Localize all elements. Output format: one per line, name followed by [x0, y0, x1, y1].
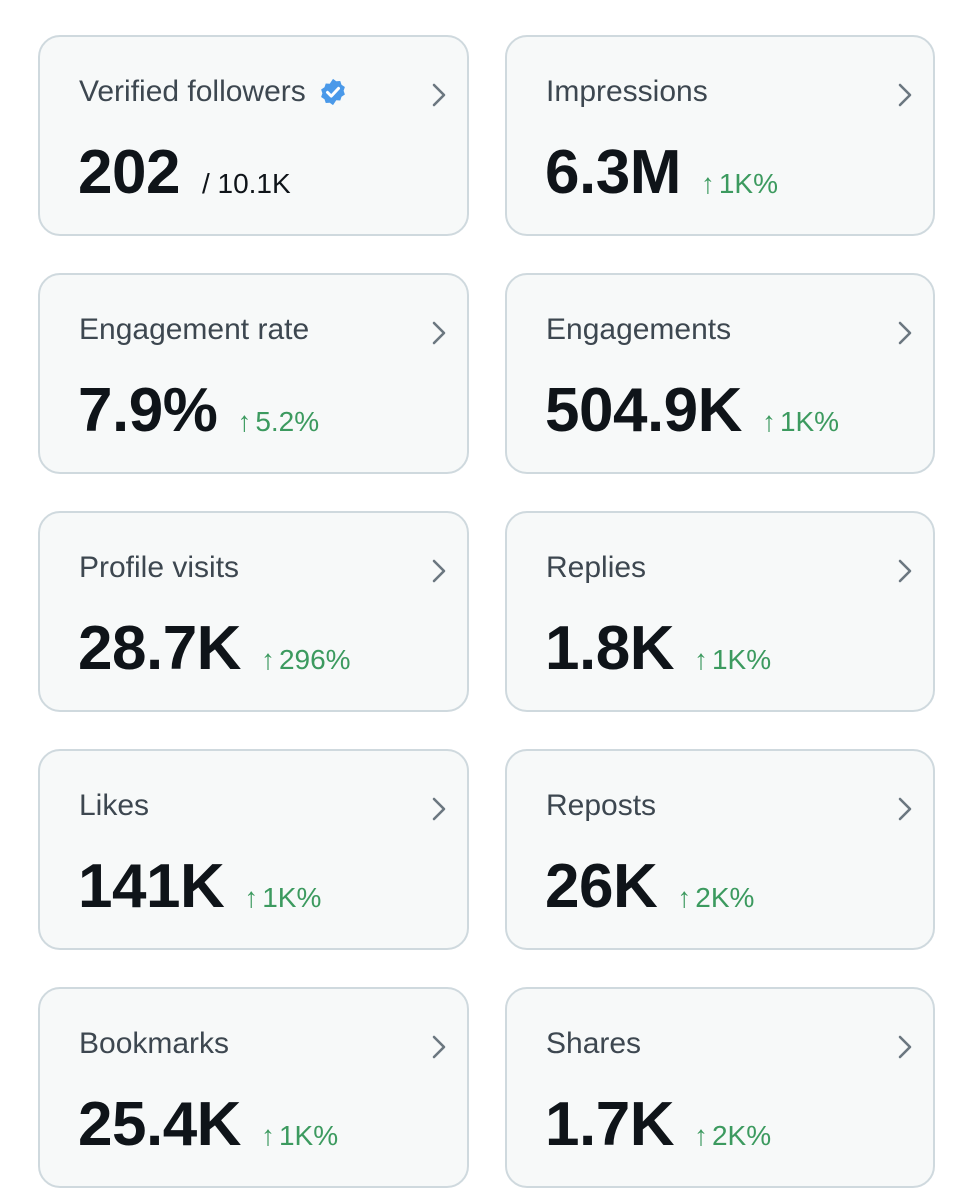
chevron-right-icon	[432, 83, 446, 107]
metric-title: Engagements	[546, 313, 731, 347]
metric-value-row: 7.9% ↑ 5.2%	[78, 375, 319, 446]
metric-change: ↑ 1K%	[244, 882, 321, 914]
metric-change-value: 1K%	[718, 168, 778, 199]
metric-title: Bookmarks	[79, 1027, 229, 1061]
metric-value-row: 28.7K ↑ 296%	[78, 613, 351, 684]
metric-title-text: Replies	[546, 551, 647, 584]
metric-title-text: Impressions	[546, 75, 708, 108]
chevron-right-icon	[432, 559, 446, 583]
metric-value: 25.4K	[78, 1090, 241, 1159]
metric-title-text: Bookmarks	[79, 1027, 230, 1060]
metric-title: Verified followers	[79, 75, 348, 109]
metric-change: ↑ 1K%	[694, 644, 771, 676]
metric-value-row: 6.3M ↑ 1K%	[545, 137, 778, 208]
chevron-right-icon	[898, 1035, 912, 1059]
up-arrow-icon: ↑	[260, 1120, 275, 1151]
metric-value: 504.9K	[545, 376, 742, 445]
metric-change: ↑ 2K%	[694, 1120, 771, 1152]
metric-value: 1.7K	[545, 1090, 674, 1159]
metric-value: 141K	[78, 852, 225, 921]
metric-title: Shares	[546, 1027, 641, 1061]
up-arrow-icon: ↑	[260, 644, 275, 675]
chevron-right-icon	[432, 1035, 446, 1059]
metric-value: 202	[78, 138, 180, 207]
metric-title: Replies	[546, 551, 646, 585]
metric-change: ↑ 1K%	[701, 168, 778, 200]
up-arrow-icon: ↑	[244, 882, 259, 913]
analytics-metrics-grid: Verified followers 202 / 10.1K Impressio…	[38, 35, 935, 1188]
up-arrow-icon: ↑	[693, 1120, 708, 1151]
metric-value-row: 26K ↑ 2K%	[545, 851, 754, 922]
metric-change: ↑ 1K%	[261, 1120, 338, 1152]
metric-value-row: 1.8K ↑ 1K%	[545, 613, 771, 684]
up-arrow-icon: ↑	[237, 406, 252, 437]
metric-title-text: Engagements	[546, 313, 732, 346]
metric-card-engagement-rate[interactable]: Engagement rate 7.9% ↑ 5.2%	[38, 273, 469, 474]
metric-title: Engagement rate	[79, 313, 309, 347]
metric-change: ↑ 5.2%	[237, 406, 319, 438]
metric-change-value: 1K%	[278, 1120, 339, 1151]
metric-title: Profile visits	[79, 551, 239, 585]
up-arrow-icon: ↑	[693, 644, 708, 675]
metric-title-text: Likes	[79, 789, 150, 822]
metric-change-value: 2K%	[695, 882, 755, 913]
up-arrow-icon: ↑	[677, 882, 692, 913]
metric-card-verified-followers[interactable]: Verified followers 202 / 10.1K	[38, 35, 469, 236]
metric-title-text: Profile visits	[79, 551, 240, 584]
metric-value: 7.9%	[78, 376, 218, 445]
metric-title: Reposts	[546, 789, 656, 823]
metric-title: Likes	[79, 789, 149, 823]
metric-change-value: 2K%	[711, 1120, 772, 1151]
metric-title-text: Shares	[546, 1027, 642, 1060]
chevron-right-icon	[898, 797, 912, 821]
metric-total: / 10.1K	[201, 168, 291, 199]
metric-title-text: Verified followers	[79, 75, 306, 108]
verified-badge-icon	[320, 78, 345, 106]
chevron-right-icon	[432, 321, 446, 345]
metric-value: 6.3M	[545, 138, 681, 207]
metric-card-profile-visits[interactable]: Profile visits 28.7K ↑ 296%	[38, 511, 469, 712]
metric-change: ↑ 1K%	[762, 406, 839, 438]
metric-value-row: 504.9K ↑ 1K%	[545, 375, 839, 446]
metric-value: 26K	[545, 852, 658, 921]
metric-value: 28.7K	[78, 614, 241, 683]
metric-card-replies[interactable]: Replies 1.8K ↑ 1K%	[505, 511, 935, 712]
metric-value-row: 25.4K ↑ 1K%	[78, 1089, 338, 1160]
metric-title-text: Reposts	[546, 789, 657, 822]
metric-card-impressions[interactable]: Impressions 6.3M ↑ 1K%	[505, 35, 935, 236]
metric-change-value: 5.2%	[255, 406, 320, 437]
metric-value-row: 141K ↑ 1K%	[78, 851, 321, 922]
up-arrow-icon: ↑	[761, 406, 776, 437]
metric-change-value: 296%	[278, 644, 351, 675]
metric-change-value: 1K%	[711, 644, 772, 675]
metric-card-likes[interactable]: Likes 141K ↑ 1K%	[38, 749, 469, 950]
metric-change-value: 1K%	[262, 882, 322, 913]
metric-change-value: 1K%	[779, 406, 840, 437]
metric-title: Impressions	[546, 75, 708, 109]
metric-card-bookmarks[interactable]: Bookmarks 25.4K ↑ 1K%	[38, 987, 469, 1188]
metric-card-engagements[interactable]: Engagements 504.9K ↑ 1K%	[505, 273, 935, 474]
metric-change: ↑ 296%	[261, 644, 351, 676]
up-arrow-icon: ↑	[700, 168, 715, 199]
metric-card-reposts[interactable]: Reposts 26K ↑ 2K%	[505, 749, 935, 950]
chevron-right-icon	[898, 83, 912, 107]
metric-value-row: 1.7K ↑ 2K%	[545, 1089, 771, 1160]
metric-card-shares[interactable]: Shares 1.7K ↑ 2K%	[505, 987, 935, 1188]
metric-title-text: Engagement rate	[79, 313, 310, 346]
metric-change: ↑ 2K%	[677, 882, 754, 914]
chevron-right-icon	[432, 797, 446, 821]
chevron-right-icon	[898, 559, 912, 583]
metric-value-row: 202 / 10.1K	[78, 137, 291, 208]
metric-value: 1.8K	[545, 614, 674, 683]
chevron-right-icon	[898, 321, 912, 345]
